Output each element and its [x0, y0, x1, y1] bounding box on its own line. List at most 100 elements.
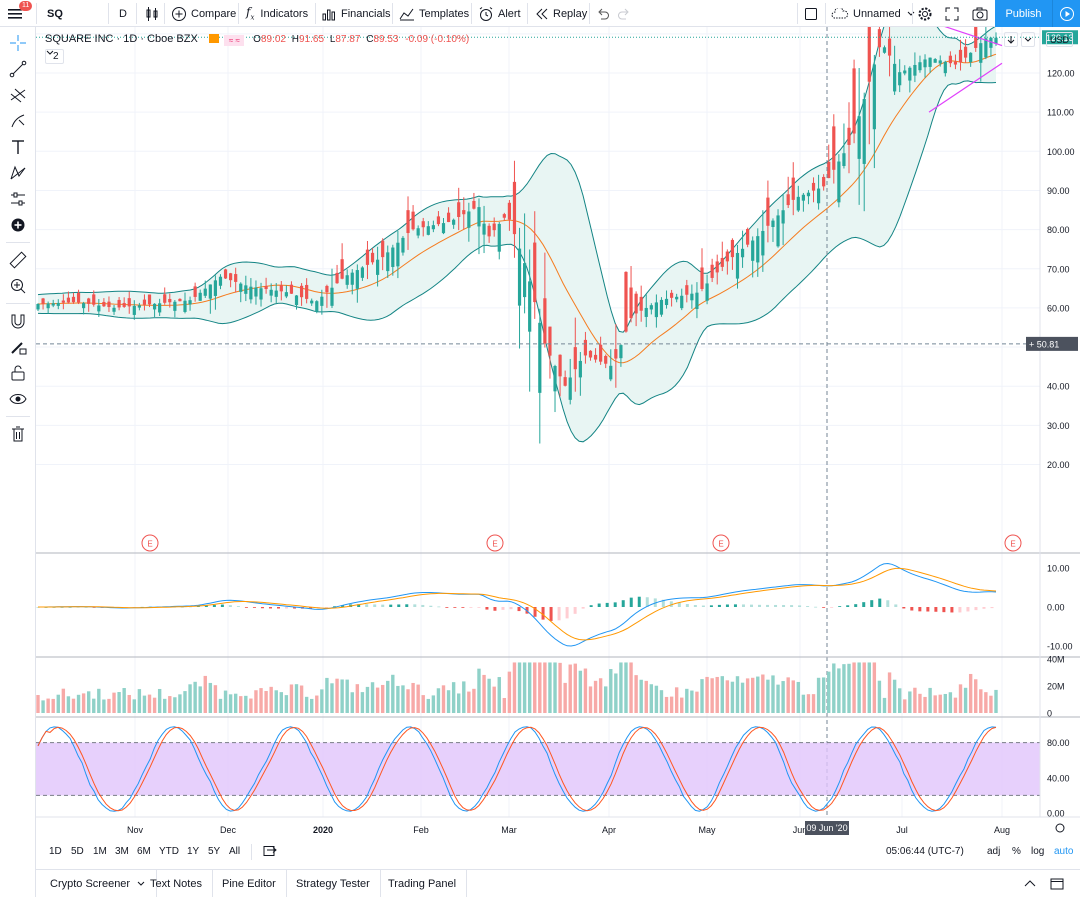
time-tick-label: Jun [793, 825, 808, 835]
brush-tool[interactable] [6, 109, 30, 133]
publish-menu-button[interactable] [1052, 0, 1080, 27]
candle-body [198, 292, 202, 301]
trend-line-tool[interactable] [6, 57, 30, 81]
text-tool[interactable] [6, 135, 30, 159]
volume-bar [406, 689, 410, 713]
goto-date-button[interactable] [263, 845, 277, 860]
icons-tool[interactable] [6, 213, 30, 237]
candle-body [918, 62, 922, 71]
scale-arrow-button[interactable] [1004, 32, 1018, 47]
tab-pine-editor[interactable]: Pine Editor [212, 870, 287, 897]
macd-histogram-bar [581, 607, 585, 609]
select-layout-button[interactable] [804, 0, 818, 27]
scale-menu-button[interactable] [1021, 32, 1035, 47]
time-tick-label: Aug [994, 825, 1010, 835]
chart-type-button[interactable] [145, 0, 159, 27]
indicators-toggle[interactable]: 2 [45, 49, 64, 64]
hide-drawings-tool[interactable] [6, 387, 30, 411]
open-value: 89.02 [260, 34, 286, 45]
fib-tool[interactable] [6, 83, 30, 107]
percent-toggle[interactable]: % [1012, 846, 1021, 857]
volume-bar [578, 670, 583, 713]
tab-label: Strategy Tester [296, 878, 370, 890]
remove-drawings-tool[interactable] [6, 422, 30, 446]
replay-button[interactable]: Replay [535, 0, 587, 27]
symbol-search[interactable]: SQ [47, 7, 63, 20]
range-1d[interactable]: 1D [49, 846, 62, 857]
measure-tool[interactable] [6, 248, 30, 272]
candle-body [761, 230, 765, 256]
menu-button[interactable]: 11 [6, 0, 33, 27]
volume-bar [720, 676, 724, 713]
adj-toggle[interactable]: adj [987, 846, 1001, 857]
tab-strategy-tester[interactable]: Strategy Tester [286, 870, 381, 897]
tab-crypto-screener[interactable]: Crypto Screener [40, 870, 158, 897]
clock[interactable]: 05:06:44 (UTC-7) [886, 846, 964, 857]
range-3m[interactable]: 3M [115, 846, 129, 857]
stoch-band [36, 742, 1040, 796]
candle-body [477, 207, 481, 227]
interval-button[interactable]: D [119, 7, 127, 20]
redo-button[interactable] [617, 0, 631, 27]
range-6m[interactable]: 6M [137, 846, 151, 857]
volume-bar [467, 691, 471, 713]
candle-body [675, 296, 679, 300]
publish-button[interactable]: Publish [995, 0, 1052, 27]
lock-drawings-tool[interactable] [6, 361, 30, 385]
range-5d[interactable]: 5D [71, 846, 84, 857]
zoom-tool[interactable] [6, 274, 30, 298]
crosshair-tool[interactable] [6, 31, 30, 55]
candle-body [239, 283, 243, 292]
candle-body [112, 307, 116, 312]
snapshot-button[interactable] [972, 0, 988, 27]
volume-bar [446, 690, 451, 713]
earnings-label: E [492, 540, 497, 549]
calendar-arrow-icon [263, 846, 277, 856]
financials-button[interactable]: Financials [322, 0, 391, 27]
volume-tick-label: 40M [1047, 655, 1065, 665]
compare-button[interactable]: Compare [171, 0, 236, 27]
settings-button[interactable] [917, 0, 933, 27]
range-all[interactable]: All [229, 846, 241, 857]
volume-bar [958, 684, 963, 713]
fullscreen-button[interactable] [945, 0, 959, 27]
templates-button[interactable]: Templates [399, 0, 469, 27]
candle-body [847, 127, 851, 145]
volume-bar [492, 686, 496, 713]
cme-icon[interactable]: ≈ ≈ [224, 35, 245, 46]
magnet-tool[interactable] [6, 309, 30, 333]
auto-toggle[interactable]: auto [1054, 846, 1074, 857]
volume-bar [112, 692, 116, 713]
price-tick-label: 80.00 [1047, 225, 1070, 235]
undo-button[interactable] [596, 0, 610, 27]
macd-histogram-bar [870, 600, 874, 607]
earnings-label: E [718, 540, 723, 549]
layout-menu[interactable]: Unnamed [831, 0, 916, 27]
candle-body [315, 301, 319, 312]
volume-bar [897, 688, 902, 713]
tab-trading-panel[interactable]: Trading Panel [378, 870, 468, 897]
time-tick-label: Mar [501, 825, 517, 835]
tab-text-notes[interactable]: Text Notes [140, 870, 213, 897]
pattern-tool[interactable] [6, 161, 30, 185]
log-toggle[interactable]: log [1031, 846, 1045, 857]
range-5y[interactable]: 5Y [208, 846, 221, 857]
indicators-button[interactable]: fx Indicators [246, 0, 308, 27]
range-ytd[interactable]: YTD [159, 846, 179, 857]
flag-icon[interactable] [208, 34, 219, 43]
collapse-panel-button[interactable] [1023, 870, 1037, 897]
alert-button[interactable]: Alert [478, 0, 521, 27]
range-1m[interactable]: 1M [93, 846, 107, 857]
candle-body [695, 292, 699, 310]
range-1y[interactable]: 1Y [187, 846, 200, 857]
stay-drawing-tool[interactable] [6, 335, 30, 359]
prediction-tool[interactable] [6, 187, 30, 211]
macd-histogram-bar [493, 607, 497, 611]
macd-histogram-bar [477, 607, 481, 608]
candle-body [482, 223, 486, 235]
currency-button[interactable]: USD [1046, 32, 1074, 47]
candle-body [852, 68, 856, 134]
maximize-panel-button[interactable] [1050, 870, 1064, 897]
